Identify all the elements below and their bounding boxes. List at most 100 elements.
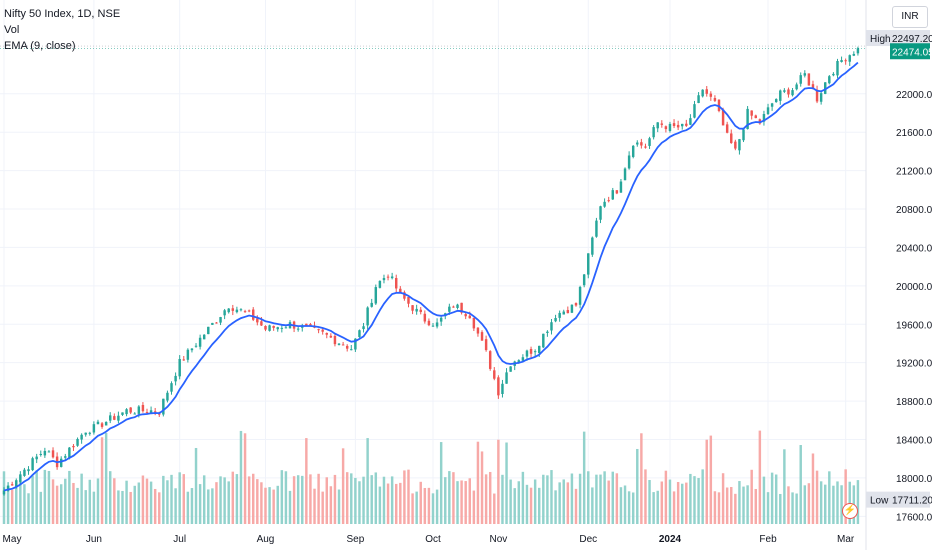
candle-body	[848, 55, 851, 62]
volume-bar	[301, 475, 304, 524]
candle-body	[378, 280, 382, 288]
volume-bar	[407, 469, 410, 524]
candle-body	[676, 124, 680, 128]
volume-bar	[599, 474, 602, 524]
candle-body	[468, 315, 471, 319]
x-tick-label: 2024	[659, 534, 682, 545]
candle-body	[791, 90, 794, 96]
volume-bar	[162, 475, 165, 524]
volume-bar	[681, 483, 684, 524]
candle-body	[358, 330, 361, 338]
candle-body	[750, 110, 753, 116]
high-marker-title-bg	[866, 30, 890, 47]
candle-body	[501, 383, 504, 395]
candle-body	[125, 409, 128, 415]
high-marker-value: 22497.20	[892, 34, 932, 45]
volume-bar	[19, 480, 22, 524]
candle-body	[305, 323, 308, 326]
candle-body	[693, 104, 696, 118]
candle-body	[787, 89, 790, 95]
volume-bar	[59, 484, 63, 524]
candle-body	[705, 89, 708, 94]
x-tick-label: Mar	[837, 534, 855, 545]
volume-bar	[231, 471, 235, 524]
volume-bar	[799, 445, 802, 524]
candle-body	[754, 115, 757, 119]
volume-bar	[121, 490, 124, 524]
y-tick-label: 19600.00	[896, 320, 932, 331]
candle-body	[652, 127, 655, 138]
low-marker-value: 17711.20	[892, 496, 932, 507]
candle-body	[807, 73, 811, 86]
volume-bar	[550, 470, 553, 524]
volume-bar	[529, 487, 533, 524]
volume-bar	[582, 431, 586, 524]
candle-body	[636, 142, 639, 145]
candle-body	[51, 450, 55, 458]
x-tick-label: Jul	[173, 534, 186, 545]
candle-body	[239, 309, 243, 311]
candle-body	[656, 122, 659, 129]
volume-bar	[460, 480, 463, 524]
volume-bar	[80, 473, 83, 524]
candle-body	[558, 312, 561, 318]
volume-bar	[55, 485, 59, 524]
volume-bar	[129, 491, 132, 524]
candle-body	[207, 326, 210, 335]
lightning-icon[interactable]: ⚡	[842, 503, 858, 519]
volume-bar	[525, 484, 529, 524]
volume-bar	[370, 475, 373, 524]
currency-selector[interactable]: INR	[892, 6, 928, 28]
candle-body	[615, 190, 619, 194]
volume-bar	[493, 493, 496, 524]
candle-body	[113, 416, 116, 420]
candle-body	[23, 469, 26, 476]
volume-bar	[595, 474, 598, 524]
volume-bar	[656, 490, 659, 524]
volume-bar	[452, 472, 455, 524]
candle-body	[403, 292, 406, 299]
volume-bar	[207, 489, 210, 524]
candle-body	[476, 327, 480, 334]
y-tick-label: 20000.00	[896, 282, 932, 293]
volume-bar	[758, 430, 762, 524]
volume-bar	[448, 471, 451, 524]
volume-legend[interactable]: Vol	[4, 24, 20, 36]
candle-body	[382, 278, 386, 281]
candle-body	[166, 392, 169, 401]
volume-bar	[243, 433, 247, 524]
candle-body	[68, 447, 71, 458]
candle-body	[456, 304, 459, 308]
ema-legend[interactable]: EMA (9, close)	[4, 40, 76, 52]
candle-body	[591, 237, 594, 255]
volume-bar	[382, 476, 386, 524]
candle-body	[427, 320, 431, 326]
candle-body	[480, 332, 484, 341]
candle-body	[202, 334, 206, 340]
symbol-title[interactable]: Nifty 50 Index, 1D, NSE	[4, 8, 121, 20]
candle-body	[811, 84, 815, 90]
volume-bar	[174, 488, 177, 524]
candle-body	[799, 75, 802, 84]
candle-body	[117, 415, 120, 421]
candle-body	[211, 322, 214, 325]
candle-body	[497, 377, 500, 396]
candle-body	[783, 90, 786, 92]
candle-body	[578, 286, 582, 305]
volume-bar	[766, 492, 770, 524]
candle-body	[39, 453, 42, 455]
volume-bar	[88, 479, 92, 524]
volume-bar	[92, 491, 96, 524]
volume-bar	[697, 478, 700, 524]
volume-bar	[43, 469, 47, 524]
volume-bar	[423, 487, 427, 524]
volume-bar	[341, 448, 345, 524]
candle-body	[186, 349, 190, 360]
volume-bar	[803, 485, 807, 524]
candle-body	[64, 456, 67, 458]
volume-bar	[517, 481, 521, 524]
volume-bar	[137, 482, 141, 524]
x-tick-label: May	[3, 534, 22, 545]
candle-body	[599, 206, 602, 220]
